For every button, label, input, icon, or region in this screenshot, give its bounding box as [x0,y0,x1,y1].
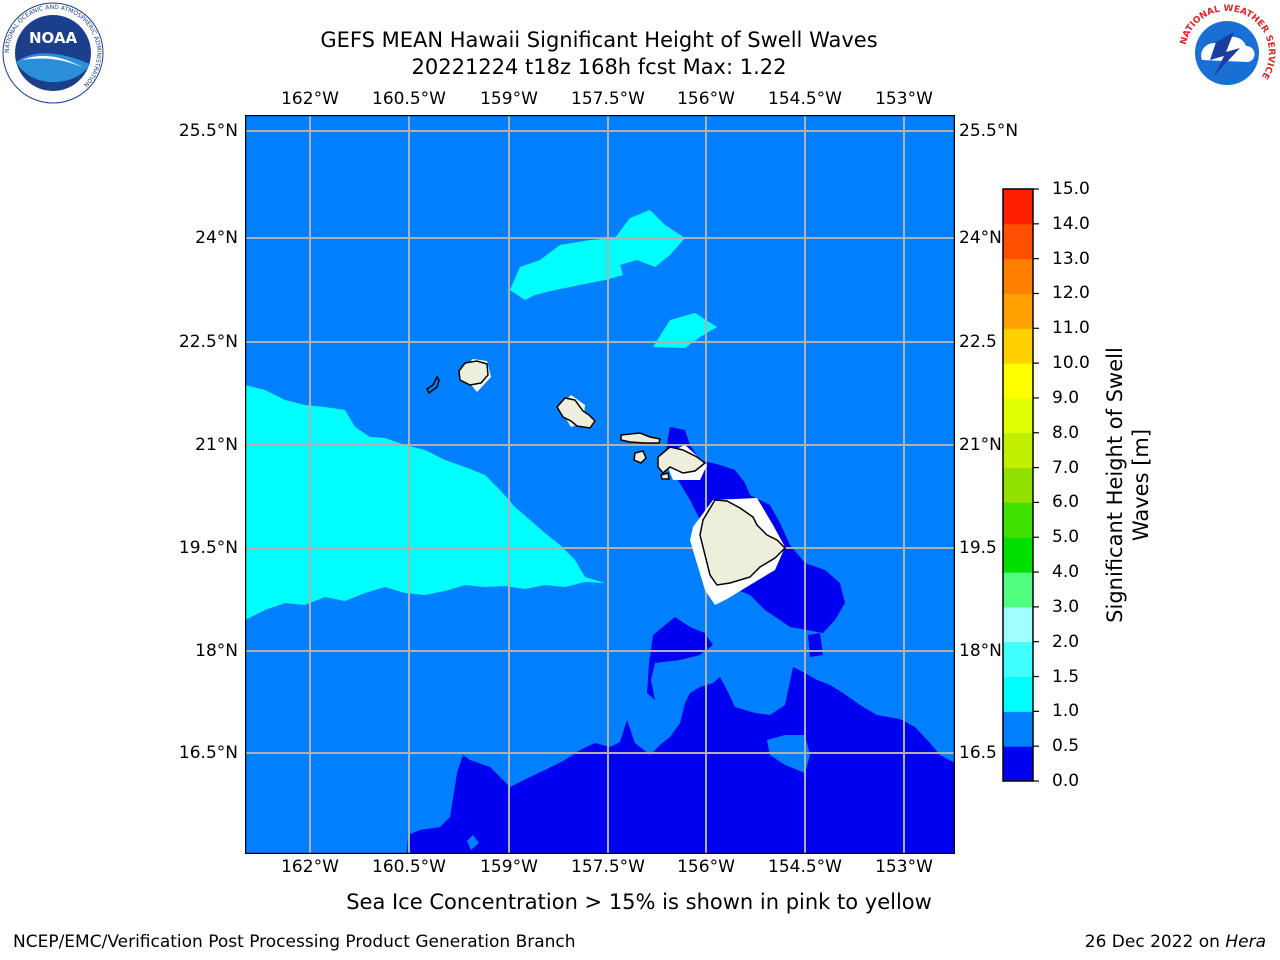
lat-tick-right: 16.5 [959,743,997,763]
map-gridlines [245,115,955,854]
lon-tick-top: 156°W [677,89,735,109]
colorbar-segment [1003,189,1033,225]
island-kahoolawe [660,472,670,480]
lon-tick-top: 157.5°W [571,89,645,109]
island-lanai [633,450,647,464]
lon-tick-top: 154.5°W [768,89,842,109]
swell-band-base-notch [467,835,479,850]
lon-tick-bottom: 156°W [677,857,735,877]
machine-name: Hera [1225,932,1266,952]
swell-band-mid-west [245,385,605,620]
colorbar-segment [1003,676,1033,712]
lat-tick-right: 22.5 [959,332,997,352]
lon-tick-top: 160.5°W [372,89,446,109]
colorbar-segment [1003,572,1033,608]
lat-tick-left: 21°N [195,435,238,455]
island-kauai [458,360,489,386]
swell-band-low-west-patch [647,617,713,700]
swell-band-mid-north [510,210,685,300]
sea-ice-note: Sea Ice Concentration > 15% is shown in … [346,890,932,914]
colorbar-tick: 15.0 [1052,179,1090,199]
colorbar-tick: 14.0 [1052,213,1090,234]
lat-tick-right: 18°N [959,641,1002,661]
lat-tick-left: 24°N [195,228,238,248]
date-value: 26 Dec 2022 on [1084,932,1220,952]
lon-tick-bottom: 154.5°W [768,857,842,877]
map-title: GEFS MEAN Hawaii Significant Height of S… [320,28,878,52]
noaa-logo-text: NOAA [29,29,78,47]
hawaiian-islands [426,360,787,586]
island-hawaii [699,499,787,586]
colorbar-tick: 7.0 [1052,457,1080,478]
map-frame [245,115,955,854]
colorbar-tick: 3.0 [1052,596,1080,617]
lon-tick-top: 159°W [480,89,538,109]
colorbar-tick: 2.0 [1052,631,1080,652]
colorbar-segment [1003,432,1033,469]
colorbar-segment [1003,293,1033,329]
lon-tick-bottom: 157.5°W [571,857,645,877]
lat-tick-right: 24°N [959,228,1002,248]
colorbar-segment [1003,363,1033,399]
noaa-logo: NATIONAL OCEANIC AND ATMOSPHERIC ADMINIS… [2,2,104,104]
colorbar-segment [1003,258,1033,294]
date-text: 26 Dec 2022 on Hera [1085,932,1266,952]
island-oahu [556,397,596,429]
colorbar-tick: 8.0 [1052,422,1080,443]
lat-tick-left: 16.5°N [178,743,238,763]
swell-height-map [245,115,955,854]
credit-text: NCEP/EMC/Verification Post Processing Pr… [13,932,576,952]
lon-tick-bottom: 159°W [480,857,538,877]
colorbar-segment [1003,502,1033,538]
colorbar-tick: 6.0 [1052,492,1080,513]
colorbar-tick: 12.0 [1052,283,1090,304]
colorbar-segment [1003,711,1033,747]
colorbar-label: Significant Height of Swell Waves [m] [1103,347,1153,623]
colorbar-segment [1003,397,1033,434]
island-maui [657,446,707,475]
colorbar-frame [1002,188,1034,782]
colorbar-segment [1003,606,1033,643]
colorbar-tick: 13.0 [1052,248,1090,269]
colorbar-segment [1003,641,1033,678]
lat-tick-right: 19.5 [959,538,997,558]
colorbar-tick: 10.0 [1052,353,1090,374]
colorbar-tick: 0.0 [1052,771,1080,791]
colorbar-tick: 0.5 [1052,736,1080,757]
lon-tick-bottom: 162°W [281,857,339,877]
colorbar-tick: 11.0 [1052,318,1090,339]
colorbar-tick: 9.0 [1052,387,1080,408]
lat-tick-left: 25.5°N [178,121,238,141]
lat-tick-left: 19.5°N [178,538,238,558]
colorbar-segment [1003,328,1033,364]
nws-logo: NATIONAL WEATHER SERVICE [1177,3,1277,103]
swell-band-mid-east [653,313,717,348]
colorbar-segment [1003,746,1033,782]
map-subtitle: 20221224 t18z 168h fcst Max: 1.22 [411,55,787,79]
island-niihau [426,375,440,395]
lat-tick-right: 25.5°N [959,121,1019,141]
colorbar-segment [1003,537,1033,573]
lon-tick-bottom: 160.5°W [372,857,446,877]
colorbar-segment [1003,467,1033,503]
lon-tick-top: 162°W [281,89,339,109]
lat-tick-right: 21°N [959,435,1002,455]
island-molokai [620,432,661,444]
colorbar-tick: 1.0 [1052,701,1080,722]
colorbar [1002,188,1039,782]
colorbar-tick: 4.0 [1052,562,1080,583]
colorbar-tick: 5.0 [1052,527,1080,548]
colorbar-tick: 1.5 [1052,666,1080,687]
lon-tick-bottom: 153°W [875,857,933,877]
colorbar-segment [1003,223,1033,260]
lon-tick-top: 153°W [875,89,933,109]
swell-band-low-south [407,667,955,854]
lat-tick-left: 18°N [195,641,238,661]
lat-tick-left: 22.5°N [178,332,238,352]
